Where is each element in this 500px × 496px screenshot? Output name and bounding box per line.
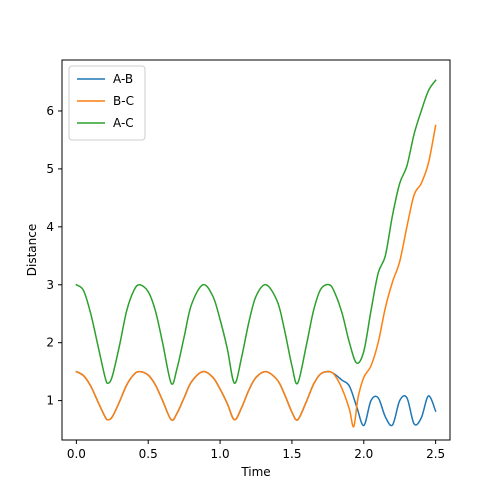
x-tick-label: 2.5	[426, 447, 445, 461]
x-axis-label: Time	[240, 465, 270, 479]
y-tick-label: 1	[46, 394, 54, 408]
x-tick-label: 2.0	[354, 447, 373, 461]
legend-box	[68, 65, 146, 141]
legend-label-a-b: A-B	[113, 72, 133, 86]
y-axis-ticks: 1 2 3 4 5 6	[46, 104, 62, 408]
legend-label-a-c: A-C	[113, 116, 134, 130]
y-axis-label: Distance	[25, 224, 39, 276]
series-line-b-c	[75, 124, 437, 428]
y-tick-label: 2	[46, 336, 54, 350]
plot-frame	[61, 59, 451, 441]
series-line-a-c	[75, 79, 437, 385]
x-tick-label: 0.5	[139, 447, 158, 461]
y-tick-label: 3	[46, 278, 54, 292]
legend: A-B B-C A-C	[68, 65, 146, 141]
legend-label-b-c: B-C	[113, 94, 134, 108]
y-tick-label: 4	[46, 220, 54, 234]
y-tick-label: 6	[46, 104, 54, 118]
series-layer	[75, 79, 437, 428]
x-axis-ticks: 0.0 0.5 1.0 1.5 2.0 2.5	[67, 440, 445, 461]
x-tick-label: 1.5	[282, 447, 301, 461]
x-tick-label: 0.0	[67, 447, 86, 461]
x-tick-label: 1.0	[211, 447, 230, 461]
y-tick-label: 5	[46, 162, 54, 176]
